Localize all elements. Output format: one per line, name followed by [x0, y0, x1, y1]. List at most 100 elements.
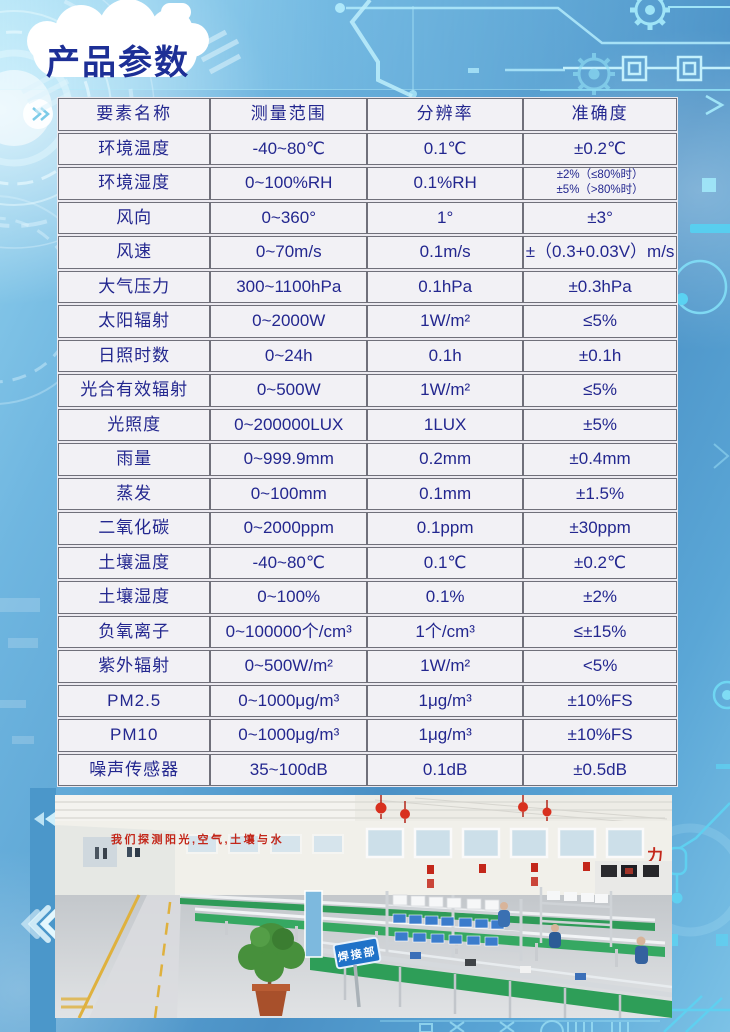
chevron-left-small-icon: [34, 812, 55, 826]
table-cell-name: 环境温度: [59, 133, 212, 164]
table-cell-accuracy: ≤5%: [583, 380, 618, 400]
lantern-icons: [375, 795, 552, 823]
table-cell-resolution: 1W/m²: [368, 306, 525, 337]
table-row: 光照度 0~200000LUX 1LUX ±5%: [58, 408, 677, 441]
table-cell-name: 光合有效辐射: [59, 375, 212, 406]
table-row: 日照时数 0~24h 0.1h ±0.1h: [58, 339, 677, 372]
table-cell-range: -40~80℃: [211, 547, 369, 578]
table-cell-range: 0~24h: [211, 340, 369, 371]
table-cell-resolution: 1个/cm³: [368, 616, 525, 647]
table-cell-name: 风速: [59, 237, 212, 268]
photo-windows: [186, 827, 645, 859]
table-row: 环境温度 -40~80℃ 0.1℃ ±0.2℃: [58, 132, 677, 165]
table-cell-resolution: 1LUX: [368, 409, 525, 440]
table-cell-range: 0~100mm: [211, 478, 369, 509]
table-cell-accuracy: <5%: [582, 656, 618, 676]
table-cell-range: 0~2000ppm: [211, 513, 369, 544]
table-row: 二氧化碳 0~2000ppm 0.1ppm ±30ppm: [58, 512, 677, 545]
table-cell-range: 0~70m/s: [211, 237, 369, 268]
table-cell-name: 土壤温度: [59, 547, 212, 578]
table-row: 蒸发 0~100mm 0.1mm ±1.5%: [58, 477, 677, 510]
table-cell-range: 0~1000μg/m³: [211, 685, 369, 716]
table-cell-resolution: 1W/m²: [368, 375, 525, 406]
table-cell-accuracy: ±0.4mm: [569, 449, 631, 469]
header-cell-accuracy: 准确度: [571, 104, 629, 124]
table-row: 雨量 0~999.9mm 0.2mm ±0.4mm: [58, 443, 677, 476]
table-cell-range: 0~200000LUX: [211, 409, 369, 440]
photo-wall-slogan: 我们探测阳光,空气,土壤与水: [111, 832, 284, 846]
table-cell-resolution: 0.1%: [368, 582, 525, 613]
table-cell-name: PM2.5: [59, 685, 212, 716]
table-cell-resolution: 1°: [368, 202, 525, 233]
table-cell-resolution: 0.1ppm: [368, 513, 525, 544]
table-cell-resolution: 0.2mm: [368, 444, 525, 475]
table-cell-name: 蒸发: [59, 478, 212, 509]
table-cell-range: 300~1100hPa: [211, 271, 369, 302]
table-cell-range: 35~100dB: [211, 754, 369, 785]
photo-sign-group: 焊接部: [332, 936, 382, 970]
header-cell-resolution: 分辨率: [368, 99, 525, 130]
table-cell-resolution: 1W/m²: [368, 651, 525, 682]
photo-wall-char: 力: [647, 846, 663, 865]
table-cell-accuracy: ±2%: [583, 587, 618, 607]
table-cell-accuracy: ≤±15%: [573, 621, 627, 641]
table-cell-accuracy: ±10%FS: [567, 690, 633, 710]
table-cell-accuracy: ±0.5dB: [573, 759, 627, 779]
table-row: 土壤湿度 0~100% 0.1% ±2%: [58, 581, 677, 614]
title-cloud: 产品参数: [27, 0, 209, 82]
table-cell-resolution: 1μg/m³: [368, 685, 525, 716]
table-cell-range: -40~80℃: [211, 133, 369, 164]
photo-monitors: [595, 861, 672, 895]
table-cell-name: 风向: [59, 202, 212, 233]
page-title: 产品参数: [46, 44, 190, 82]
table-cell-resolution: 1μg/m³: [368, 720, 525, 751]
header-cell-range: 测量范围: [211, 99, 369, 130]
cloud-body: [33, 27, 197, 77]
table-cell-range: 0~999.9mm: [211, 444, 369, 475]
photo-plant: [238, 923, 305, 1016]
factory-photo: 我们探测阳光,空气,土壤与水 力: [55, 795, 672, 1018]
table-cell-name: 日照时数: [59, 340, 212, 371]
table-cell-resolution: 0.1℃: [368, 547, 525, 578]
table-cell-name: PM10: [59, 720, 212, 751]
table-cell-accuracy: ±2%（≤80%时） ±5%（>80%时）: [556, 168, 644, 197]
table-cell-accuracy: ±0.2℃: [574, 552, 627, 572]
table-cell-accuracy: ±30ppm: [569, 518, 631, 538]
spec-table: 要素名称 测量范围 分辨率 准确度 环境温度 -40~80℃ 0.1℃ ±0.2℃ 环境…: [57, 97, 678, 787]
table-cell-range: 0~1000μg/m³: [211, 720, 369, 751]
table-cell-name: 雨量: [59, 444, 212, 475]
table-cell-name: 环境湿度: [59, 168, 212, 199]
table-cell-range: 0~500W/m²: [211, 651, 369, 682]
table-cell-name: 紫外辐射: [59, 651, 212, 682]
table-row: 紫外辐射 0~500W/m² 1W/m² <5%: [58, 650, 677, 683]
table-cell-accuracy: ≤5%: [583, 311, 618, 331]
table-row: 大气压力 300~1100hPa 0.1hPa ±0.3hPa: [58, 270, 677, 303]
table-cell-resolution: 0.1mm: [368, 478, 525, 509]
table-cell-accuracy: ±10%FS: [567, 725, 633, 745]
table-cell-resolution: 0.1%RH: [368, 168, 525, 199]
table-cell-resolution: 0.1dB: [368, 754, 525, 785]
header-cell-name: 要素名称: [59, 99, 212, 130]
table-cell-name: 大气压力: [59, 271, 212, 302]
table-row: 光合有效辐射 0~500W 1W/m² ≤5%: [58, 374, 677, 407]
cloud-puff-mini: [161, 3, 191, 21]
table-row: 环境湿度 0~100%RH 0.1%RH ±2%（≤80%时） ±5%（>80%时）: [58, 167, 677, 200]
photo-workers: [127, 847, 648, 964]
table-row: PM2.5 0~1000μg/m³ 1μg/m³ ±10%FS: [58, 684, 677, 717]
table-cell-name: 二氧化碳: [59, 513, 212, 544]
table-row: PM10 0~1000μg/m³ 1μg/m³ ±10%FS: [58, 719, 677, 752]
table-cell-range: 0~500W: [211, 375, 369, 406]
photo-shelves: [385, 887, 613, 961]
table-cell-range: 0~100000个/cm³: [211, 616, 369, 647]
table-cell-resolution: 0.1h: [368, 340, 525, 371]
table-cell-name: 土壤湿度: [59, 582, 212, 613]
table-cell-accuracy: ±0.1h: [578, 345, 622, 365]
table-cell-accuracy: ±0.3hPa: [568, 276, 632, 296]
table-cell-accuracy: ±3°: [587, 207, 613, 227]
table-cell-accuracy: ±0.2℃: [574, 138, 627, 158]
table-cell-name: 噪声传感器: [59, 754, 212, 785]
table-row: 负氧离子 0~100000个/cm³ 1个/cm³ ≤±15%: [58, 615, 677, 648]
factory-photo-svg: 我们探测阳光,空气,土壤与水 力: [55, 795, 672, 1018]
table-cell-resolution: 0.1m/s: [368, 237, 525, 268]
